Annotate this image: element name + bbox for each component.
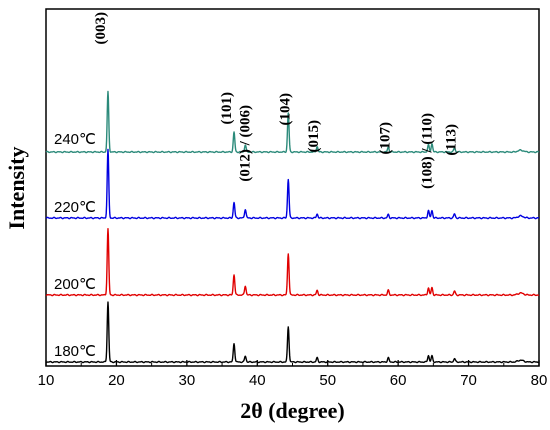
x-tick-label-7: 80 bbox=[531, 372, 548, 389]
peak-annotation-5: (107) bbox=[377, 122, 393, 155]
peak-annotation-2: (012) / (006) bbox=[237, 105, 253, 182]
series-label-3: 240℃ bbox=[54, 131, 96, 148]
y-axis-title: Intensity bbox=[4, 146, 29, 229]
x-tick-label-2: 30 bbox=[179, 372, 196, 389]
peak-annotation-6: (108) / (110) bbox=[420, 113, 436, 189]
series-label-2: 220℃ bbox=[54, 199, 96, 216]
series-trace-3 bbox=[45, 90, 540, 154]
series-label-0: 180℃ bbox=[54, 343, 96, 360]
x-axis: 10 20 30 40 50 60 70 80 bbox=[38, 360, 548, 389]
x-tick-label-4: 50 bbox=[319, 372, 336, 389]
peak-annotation-0: (003) bbox=[93, 12, 109, 45]
x-tick-label-1: 20 bbox=[108, 372, 125, 389]
series-trace-1 bbox=[45, 228, 540, 297]
x-tick-label-6: 70 bbox=[460, 372, 477, 389]
peak-annotation-3: (104) bbox=[277, 93, 293, 126]
curve-labels-group: 180℃ 200℃ 220℃ 240℃ bbox=[54, 131, 96, 360]
x-tick-label-0: 10 bbox=[38, 372, 55, 389]
peak-annotation-7: (113) bbox=[443, 124, 459, 156]
series-trace-0 bbox=[45, 301, 540, 364]
series-label-1: 200℃ bbox=[54, 276, 96, 293]
peak-labels-group: (003) (101) (012) / (006) (104) (015) (107) (1… bbox=[93, 12, 460, 189]
x-axis-title: 2θ (degree) bbox=[240, 398, 345, 423]
plot-frame bbox=[45, 8, 540, 367]
x-tick-label-3: 40 bbox=[249, 372, 266, 389]
x-tick-label-5: 60 bbox=[390, 372, 407, 389]
peak-annotation-1: (101) bbox=[219, 92, 235, 125]
peak-annotation-4: (015) bbox=[306, 120, 322, 153]
traces-group bbox=[45, 90, 540, 364]
series-trace-2 bbox=[45, 148, 540, 220]
